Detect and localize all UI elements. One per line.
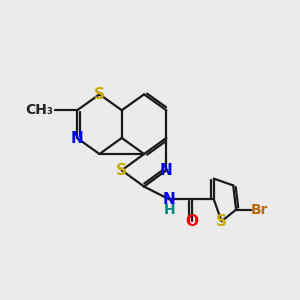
Text: Br: Br [250, 202, 268, 217]
Text: S: S [116, 163, 127, 178]
Text: CH₃: CH₃ [25, 103, 53, 117]
Text: S: S [94, 87, 105, 102]
Text: N: N [160, 163, 173, 178]
Text: N: N [71, 130, 84, 146]
Text: S: S [216, 214, 227, 229]
Text: H: H [164, 203, 175, 217]
Text: N: N [163, 192, 175, 207]
Text: O: O [185, 214, 198, 229]
